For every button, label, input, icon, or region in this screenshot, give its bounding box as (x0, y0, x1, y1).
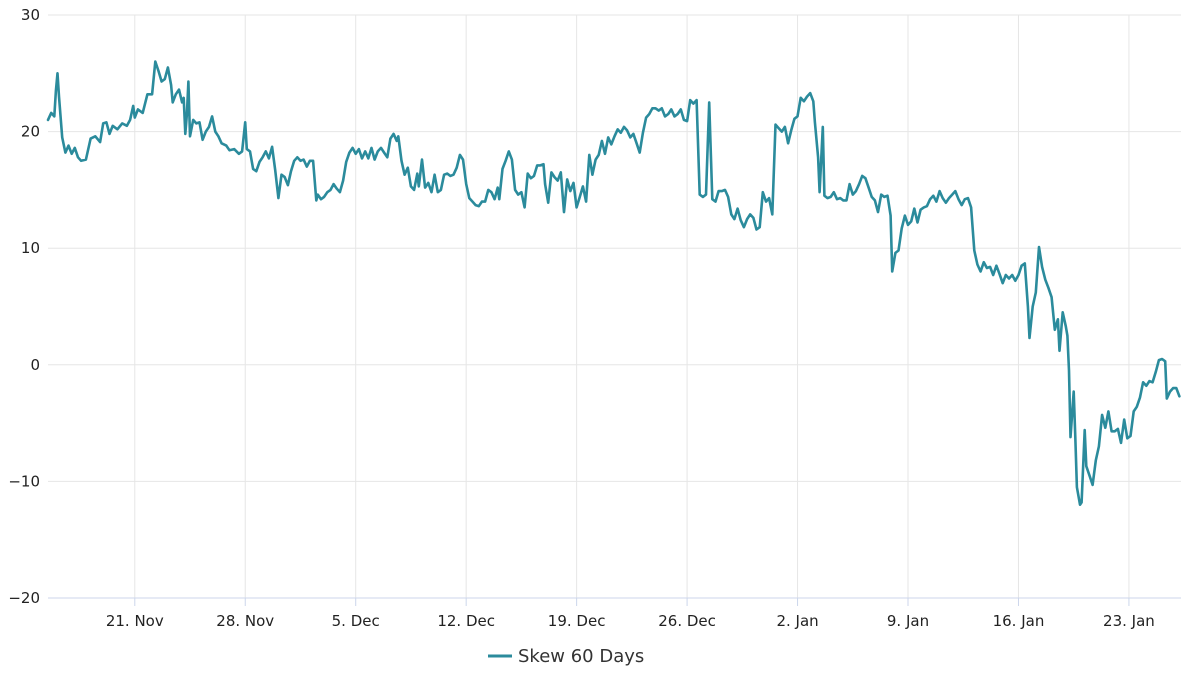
y-grid-lines (48, 14, 1181, 482)
y-tick-label: 20 (21, 123, 40, 141)
y-axis-tick-labels: −20 −10 0 10 20 30 (8, 6, 40, 607)
y-tick-label: 10 (21, 239, 40, 257)
series-line-skew-60-days[interactable] (46, 60, 1181, 506)
x-tick-label: 26. Dec (658, 612, 716, 630)
legend[interactable]: Skew 60 Days (488, 646, 644, 667)
y-tick-label: −20 (8, 589, 40, 607)
x-tick-label: 21. Nov (106, 612, 164, 630)
y-tick-label: 0 (30, 356, 40, 374)
y-tick-label: −10 (8, 472, 40, 490)
y-tick-label: 30 (21, 6, 40, 24)
x-tick-label: 12. Dec (437, 612, 495, 630)
x-grid-lines (134, 15, 1130, 606)
legend-label: Skew 60 Days (518, 646, 644, 667)
x-tick-label: 19. Dec (548, 612, 606, 630)
x-tick-label: 23. Jan (1103, 612, 1155, 630)
x-tick-label: 2. Jan (776, 612, 818, 630)
x-tick-label: 5. Dec (332, 612, 380, 630)
x-axis-tick-labels: 21. Nov 28. Nov 5. Dec 12. Dec 19. Dec 26. De… (106, 612, 1155, 630)
x-tick-label: 16. Jan (993, 612, 1045, 630)
x-tick-label: 28. Nov (216, 612, 274, 630)
x-tick-label: 9. Jan (887, 612, 929, 630)
